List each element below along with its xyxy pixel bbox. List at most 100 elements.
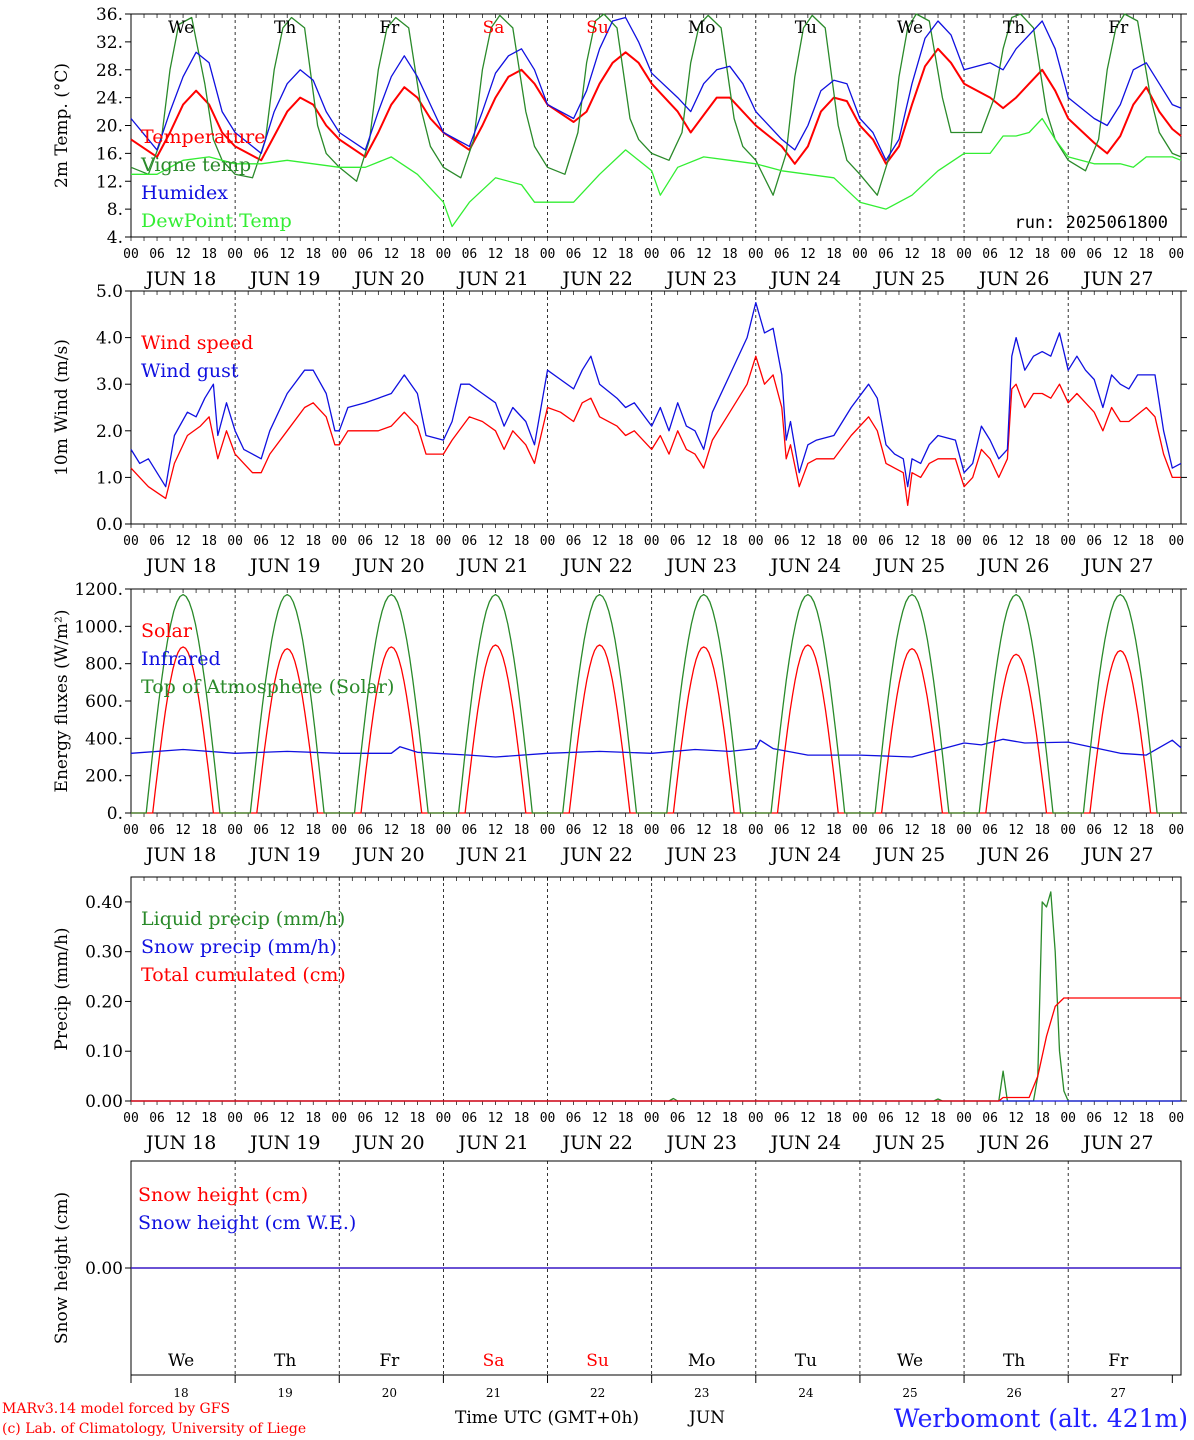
hour-label: 00 bbox=[123, 1111, 139, 1126]
footer-model: MARv3.14 model forced by GFS bbox=[2, 1401, 230, 1417]
footer-lab: (c) Lab. of Climatology, University of L… bbox=[2, 1421, 306, 1437]
hour-label: 00 bbox=[852, 534, 868, 549]
hour-label: 06 bbox=[670, 247, 686, 262]
weekday-label-top: Th bbox=[1003, 18, 1025, 38]
hour-label: 18 bbox=[826, 247, 842, 262]
date-label: JUN 21 bbox=[456, 1132, 528, 1154]
hour-label: 00 bbox=[644, 247, 660, 262]
hour-label: 06 bbox=[566, 823, 582, 838]
hour-label: 12 bbox=[800, 247, 816, 262]
weekday-label-top: Su bbox=[586, 18, 609, 38]
hour-label: 00 bbox=[852, 247, 868, 262]
weekday-label-top: Fr bbox=[379, 18, 400, 38]
y-tick-label: 28. bbox=[96, 61, 123, 81]
hour-label: 06 bbox=[357, 1111, 373, 1126]
date-label: JUN 22 bbox=[560, 555, 632, 577]
hour-label: 12 bbox=[279, 247, 295, 262]
y-tick-label: 200. bbox=[85, 767, 123, 787]
date-label: JUN 24 bbox=[769, 844, 841, 866]
date-label: JUN 27 bbox=[1081, 844, 1153, 866]
hour-label: 00 bbox=[436, 1111, 452, 1126]
day-number-label: 21 bbox=[486, 1386, 501, 1400]
date-label: JUN 19 bbox=[248, 555, 320, 577]
y-tick-label: 4.0 bbox=[96, 329, 123, 349]
hour-label: 12 bbox=[904, 1111, 920, 1126]
hour-label: 12 bbox=[488, 247, 504, 262]
legend-entry: Snow height (cm W.E.) bbox=[138, 1212, 356, 1234]
hour-label: 00 bbox=[227, 247, 243, 262]
y-tick-label: 16. bbox=[96, 144, 123, 164]
hour-label: 18 bbox=[1034, 1111, 1050, 1126]
y-tick-label: 600. bbox=[85, 692, 123, 712]
legend-entry: Infrared bbox=[141, 648, 221, 670]
day-number-label: 26 bbox=[1006, 1386, 1021, 1400]
y-tick-label: 0.10 bbox=[85, 1042, 123, 1062]
hour-label: 18 bbox=[305, 823, 321, 838]
legend-entry: Wind gust bbox=[141, 360, 239, 382]
hour-label: 06 bbox=[774, 823, 790, 838]
date-label: JUN 22 bbox=[560, 1132, 632, 1154]
hour-label: 06 bbox=[462, 247, 478, 262]
panels: 4. 8. 12. 16. 20. 24. 28. 32. 36. 2m Temp. (°C) 00… bbox=[52, 5, 1187, 1400]
day-number-label: 24 bbox=[798, 1386, 814, 1400]
date-label: JUN 24 bbox=[769, 555, 841, 577]
date-label: JUN 23 bbox=[664, 844, 736, 866]
hour-label: 00 bbox=[436, 823, 452, 838]
hour-label: 12 bbox=[696, 534, 712, 549]
date-label: JUN 19 bbox=[248, 844, 320, 866]
hour-label: 18 bbox=[305, 247, 321, 262]
date-label: JUN 22 bbox=[560, 268, 632, 290]
date-label: JUN 25 bbox=[873, 844, 945, 866]
weekday-label-bottom: Fr bbox=[1108, 1351, 1129, 1371]
date-label: JUN 18 bbox=[144, 268, 216, 290]
hour-label: 12 bbox=[592, 534, 608, 549]
y-tick-label: 0.0 bbox=[96, 515, 123, 535]
panel-1: 4. 8. 12. 16. 20. 24. 28. 32. 36. 2m Temp. (°C) 00… bbox=[52, 5, 1187, 290]
hour-label: 00 bbox=[1060, 1111, 1076, 1126]
hour-label: 18 bbox=[305, 1111, 321, 1126]
hour-label: 12 bbox=[904, 534, 920, 549]
hour-label: 12 bbox=[1112, 247, 1128, 262]
hour-label: 18 bbox=[1138, 1111, 1154, 1126]
hour-label: 12 bbox=[175, 534, 191, 549]
y-axis-label: Snow height (cm) bbox=[52, 1192, 72, 1344]
y-tick-label: 400. bbox=[85, 729, 123, 749]
hour-label: 00 bbox=[852, 1111, 868, 1126]
legend-entry: Temperature bbox=[141, 126, 265, 148]
panel-4: 0.00 0.10 0.20 0.30 0.40 Precip (mm/h) 00 06 12 1… bbox=[52, 876, 1187, 1154]
hour-label: 00 bbox=[1168, 534, 1184, 549]
hour-label: 06 bbox=[1086, 1111, 1102, 1126]
series-line-top-of-atmosphere-solar- bbox=[131, 593, 1181, 814]
date-label: JUN 22 bbox=[560, 844, 632, 866]
date-label: JUN 18 bbox=[144, 555, 216, 577]
hour-label: 00 bbox=[331, 534, 347, 549]
hour-label: 12 bbox=[384, 1111, 400, 1126]
y-tick-label: 3.0 bbox=[96, 375, 123, 395]
day-number-label: 27 bbox=[1111, 1386, 1126, 1400]
hour-label: 00 bbox=[123, 247, 139, 262]
hour-label: 00 bbox=[540, 1111, 556, 1126]
date-label: JUN 24 bbox=[769, 1132, 841, 1154]
hour-label: 12 bbox=[175, 247, 191, 262]
hour-label: 12 bbox=[1008, 247, 1024, 262]
hour-label: 18 bbox=[618, 247, 634, 262]
weekday-label-top: Fr bbox=[1108, 18, 1129, 38]
hour-label: 12 bbox=[384, 534, 400, 549]
hour-label: 00 bbox=[748, 247, 764, 262]
hour-label: 18 bbox=[722, 534, 738, 549]
date-label: JUN 26 bbox=[977, 1132, 1049, 1154]
run-label: run: 2025061800 bbox=[1014, 213, 1168, 233]
hour-label: 00 bbox=[227, 534, 243, 549]
y-tick-label: 0.00 bbox=[85, 1259, 123, 1279]
hour-label: 06 bbox=[357, 823, 373, 838]
plot-frame bbox=[130, 290, 1182, 525]
weekday-label-bottom: We bbox=[897, 1351, 923, 1371]
hour-label: 12 bbox=[279, 823, 295, 838]
hour-label: 06 bbox=[878, 1111, 894, 1126]
hour-label: 00 bbox=[540, 534, 556, 549]
hour-label: 00 bbox=[644, 1111, 660, 1126]
weekday-label-top: We bbox=[168, 18, 194, 38]
panel-5: 0.00 Snow height (cm) Snow height (cm) Snow… bbox=[52, 1160, 1182, 1376]
y-tick-label: 0.00 bbox=[85, 1092, 123, 1112]
hour-label: 18 bbox=[826, 1111, 842, 1126]
